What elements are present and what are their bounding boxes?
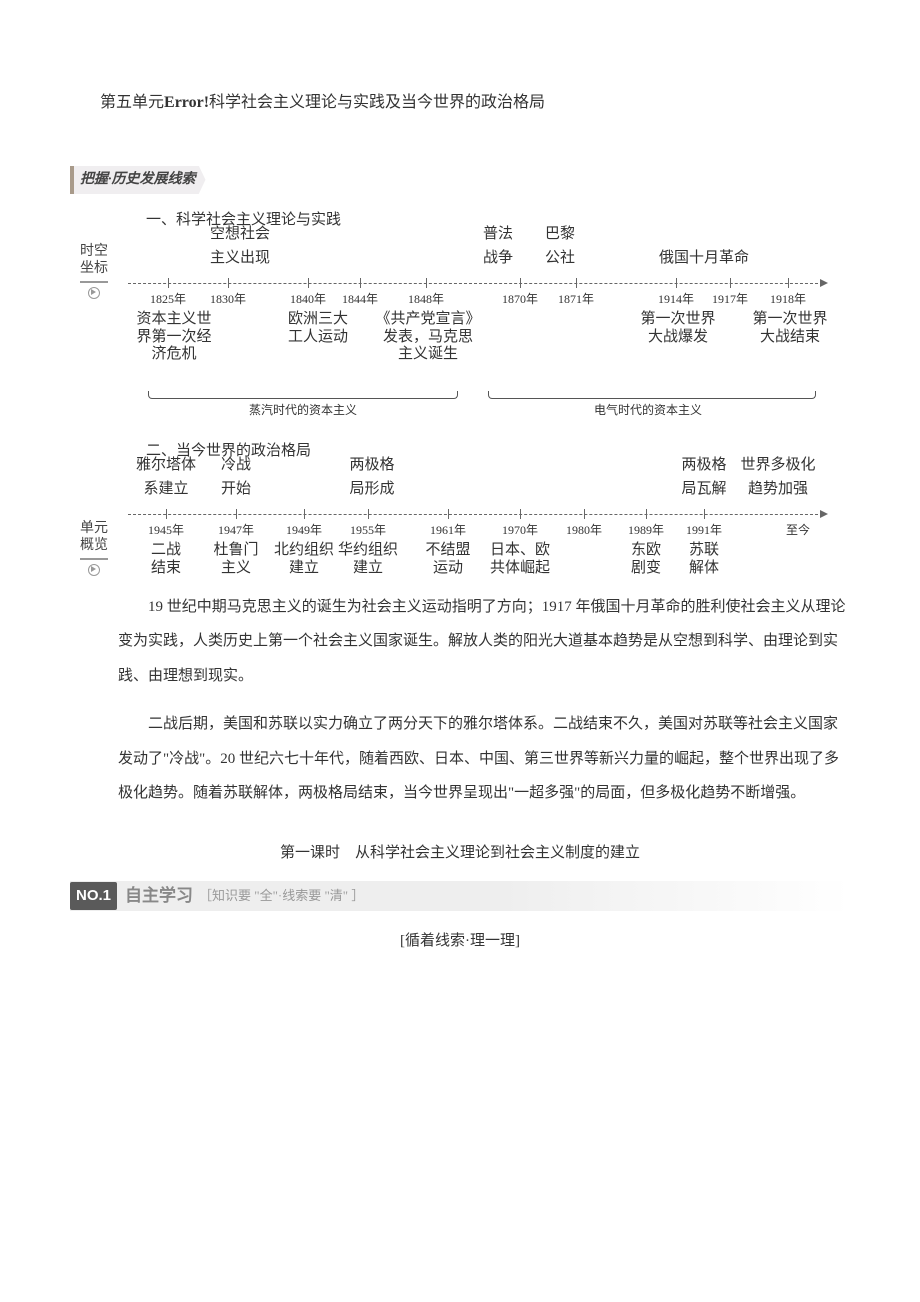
tick-mark xyxy=(236,509,237,519)
tick-mark xyxy=(730,278,731,288)
timeline-bottom-event: 欧洲三大工人运动 xyxy=(288,311,348,346)
timeline-bottom-event: 二战结束 xyxy=(151,542,181,577)
title-error: Error! xyxy=(164,94,209,111)
timeline-top-event: 空想社会主义出现 xyxy=(210,222,270,270)
timeline-year: 1844年 xyxy=(342,293,378,307)
tick-mark xyxy=(448,509,449,519)
timeline-bottom-event: 第一次世界大战爆发 xyxy=(640,311,715,346)
timeline-year: 1917年 xyxy=(712,293,748,307)
timeline-year: 1914年 xyxy=(658,293,694,307)
timeline-year: 1848年 xyxy=(408,293,444,307)
timeline-top-event: 俄国十月革命 xyxy=(659,246,749,270)
tick-mark xyxy=(704,509,705,519)
tick-mark xyxy=(788,278,789,288)
timeline-1-braces: 蒸汽时代的资本主义电气时代的资本主义 xyxy=(128,391,828,409)
no1-badge: NO.1 xyxy=(70,882,117,910)
tick-mark xyxy=(676,278,677,288)
timeline-top-event: 巴黎公社 xyxy=(545,222,575,270)
no1-sub: ［知识要 "全"·线索要 "清" ］ xyxy=(199,886,370,907)
timeline-2-axis xyxy=(128,507,828,521)
timeline-bottom-event: 北约组织建立 xyxy=(274,542,334,577)
tick-mark xyxy=(228,278,229,288)
tick-mark xyxy=(304,509,305,519)
timeline-year: 1961年 xyxy=(430,524,466,538)
tick-mark xyxy=(520,509,521,519)
page-title: 第五单元Error!科学社会主义理论与实践及当今世界的政治格局 xyxy=(100,90,850,116)
timeline-year: 1825年 xyxy=(150,293,186,307)
tick-mark xyxy=(368,509,369,519)
timeline-bottom-event: 杜鲁门主义 xyxy=(213,542,258,577)
tick-mark xyxy=(646,509,647,519)
brace-label: 蒸汽时代的资本主义 xyxy=(249,401,357,420)
no1-sub-left: ［知识要 "全" xyxy=(199,888,278,903)
lesson-title: 第一课时 从科学社会主义理论到社会主义制度的建立 xyxy=(70,841,850,865)
overview-para-1: 19 世纪中期马克思主义的诞生为社会主义运动指明了方向；1917 年俄国十月革命… xyxy=(118,590,850,694)
timeline-bottom-event: 华约组织建立 xyxy=(338,542,398,577)
timeline-year: 至今 xyxy=(786,524,810,538)
timeline-year: 1991年 xyxy=(686,524,722,538)
timeline-bottom-event: 《共产党宣言》发表，马克思主义诞生 xyxy=(375,311,480,364)
timeline-top-event: 冷战开始 xyxy=(221,453,251,501)
tick-mark xyxy=(576,278,577,288)
play-icon xyxy=(88,564,100,576)
sub-center: [循着线索·理一理] xyxy=(70,929,850,953)
timeline-year: 1870年 xyxy=(502,293,538,307)
tick-mark xyxy=(584,509,585,519)
timeline-bottom-event: 东欧剧变 xyxy=(631,542,661,577)
no1-bar: NO.1 自主学习 ［知识要 "全"·线索要 "清" ］ xyxy=(70,881,850,911)
tick-mark xyxy=(360,278,361,288)
timeline-year: 1989年 xyxy=(628,524,664,538)
timeline-year: 1955年 xyxy=(350,524,386,538)
no1-text: 自主学习 xyxy=(123,882,195,909)
timeline-year: 1947年 xyxy=(218,524,254,538)
tick-mark xyxy=(308,278,309,288)
title-prefix: 第五单元 xyxy=(100,94,164,111)
ribbon-grasp: 把握·历史发展线索 xyxy=(70,166,206,194)
timeline-year: 1980年 xyxy=(566,524,602,538)
brace-line xyxy=(148,391,458,399)
timeline-year: 1970年 xyxy=(502,524,538,538)
side-coords-label: 时空坐标 xyxy=(80,244,108,283)
timeline-2: 雅尔塔体系建立冷战开始两极格局形成两极格局瓦解世界多极化趋势加强 1945年19… xyxy=(128,471,828,576)
timeline-year: 1949年 xyxy=(286,524,322,538)
arrow-right-icon xyxy=(820,279,828,287)
timeline-bottom-event: 苏联解体 xyxy=(689,542,719,577)
timeline-top-event: 两极格局形成 xyxy=(349,453,394,501)
tick-mark xyxy=(166,509,167,519)
side-overview: 单元概览 xyxy=(70,521,118,576)
timeline-year: 1945年 xyxy=(148,524,184,538)
no1-sub-right: 线索要 "清" ］ xyxy=(282,888,364,903)
side-overview-label: 单元概览 xyxy=(80,521,108,560)
side-coords: 时空坐标 xyxy=(70,244,118,299)
arrow-right-icon xyxy=(820,510,828,518)
timeline-top-event: 普法战争 xyxy=(483,222,513,270)
timeline-bottom-event: 日本、欧共体崛起 xyxy=(490,542,550,577)
timeline-bottom-event: 第一次世界大战结束 xyxy=(752,311,827,346)
tick-mark xyxy=(168,278,169,288)
brace-label: 电气时代的资本主义 xyxy=(594,401,702,420)
timeline-year: 1840年 xyxy=(290,293,326,307)
timeline-bottom-event: 资本主义世界第一次经济危机 xyxy=(136,311,211,364)
timeline-top-event: 两极格局瓦解 xyxy=(681,453,726,501)
timeline-year: 1918年 xyxy=(770,293,806,307)
title-suffix: 科学社会主义理论与实践及当今世界的政治格局 xyxy=(209,94,545,111)
tick-mark xyxy=(520,278,521,288)
timeline-2-years: 1945年 1947年 1949年 1955年 1961年 1970年 1980年 1989年… xyxy=(128,524,828,540)
timeline-bottom-event: 不结盟运动 xyxy=(425,542,470,577)
timeline-year: 1871年 xyxy=(558,293,594,307)
timeline-year: 1830年 xyxy=(210,293,246,307)
timeline-top-event: 世界多极化趋势加强 xyxy=(740,453,815,501)
timeline-top-event: 雅尔塔体系建立 xyxy=(136,453,196,501)
play-icon xyxy=(88,287,100,299)
overview-para-2: 二战后期，美国和苏联以实力确立了两分天下的雅尔塔体系。二战结束不久，美国对苏联等… xyxy=(118,707,850,811)
tick-mark xyxy=(426,278,427,288)
timeline-1: 空想社会主义出现普法战争巴黎公社俄国十月革命 1825年1830年1840年18… xyxy=(128,240,828,409)
timeline-1-axis xyxy=(128,276,828,290)
brace-line xyxy=(488,391,816,399)
timeline-1-years: 1825年 1830年 1840年 1844年 1848年 1870年 1871年 1914年… xyxy=(128,293,828,309)
